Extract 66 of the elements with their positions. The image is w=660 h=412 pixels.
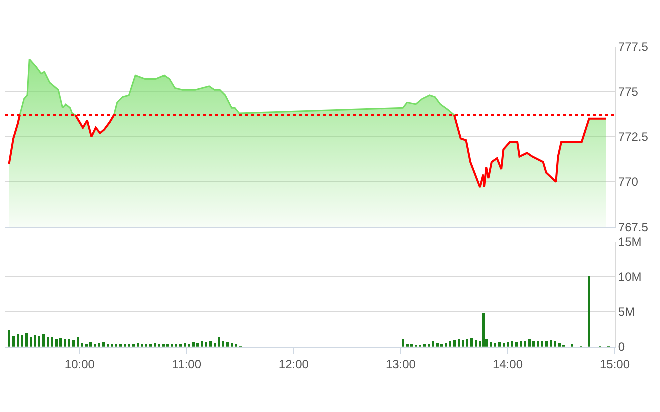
bar [12, 336, 15, 347]
bar [554, 340, 556, 347]
bar [528, 338, 531, 347]
bar [209, 340, 212, 347]
bar [470, 338, 473, 347]
bar [402, 338, 404, 347]
y-tick-label: 777.5 [618, 40, 649, 54]
y-tick-label: 770 [618, 175, 639, 190]
bar [38, 336, 40, 347]
bar [588, 276, 590, 347]
x-tick-label: 13:00 [386, 357, 416, 372]
x-tick-label: 15:00 [600, 357, 630, 372]
bar [520, 340, 522, 347]
bar [449, 340, 451, 347]
x-tick-label: 12:00 [278, 357, 310, 372]
bar [550, 340, 552, 347]
bar [475, 340, 477, 347]
bar [25, 332, 28, 347]
bar [77, 336, 79, 347]
bar [47, 336, 49, 347]
bar [42, 334, 45, 347]
bar [17, 334, 19, 347]
bar [218, 336, 220, 347]
bar [205, 342, 207, 347]
bar [466, 338, 468, 347]
y-tick-label: 767.5 [618, 220, 649, 234]
y-tick-label: 10M [618, 270, 642, 284]
bar [515, 342, 518, 347]
bar [30, 336, 32, 347]
bar [68, 338, 70, 347]
bar [432, 340, 434, 347]
bar [55, 338, 58, 347]
bar [226, 342, 229, 347]
x-tick-label: 14:00 [492, 357, 524, 372]
bar [201, 340, 203, 347]
bar [453, 340, 456, 347]
bar [498, 342, 501, 347]
y-tick-label: 775 [618, 85, 639, 100]
bar [537, 340, 539, 347]
y-tick-label: 0 [618, 340, 626, 354]
bar [64, 338, 66, 347]
bar [192, 342, 195, 347]
x-tick-label: 10:00 [64, 357, 96, 372]
x-tick-label: 11:00 [172, 357, 202, 372]
bar [102, 342, 105, 347]
bar [59, 338, 62, 347]
bar [34, 334, 36, 347]
bar [21, 334, 23, 347]
bar [532, 340, 535, 347]
bar [507, 342, 509, 347]
bar [72, 340, 75, 347]
y-tick-label: 772.5 [618, 130, 649, 144]
y-tick-label: 15M [618, 235, 642, 250]
bar [490, 342, 492, 347]
bar [482, 312, 485, 347]
bar [89, 342, 92, 347]
bar [545, 340, 548, 347]
bar [8, 330, 10, 347]
bar [511, 340, 513, 347]
bar [222, 340, 224, 347]
bar [458, 338, 460, 347]
bar [524, 340, 526, 347]
bar [51, 336, 53, 347]
bar [462, 340, 464, 347]
y-tick-label: 5M [618, 305, 636, 320]
bar [541, 340, 543, 347]
